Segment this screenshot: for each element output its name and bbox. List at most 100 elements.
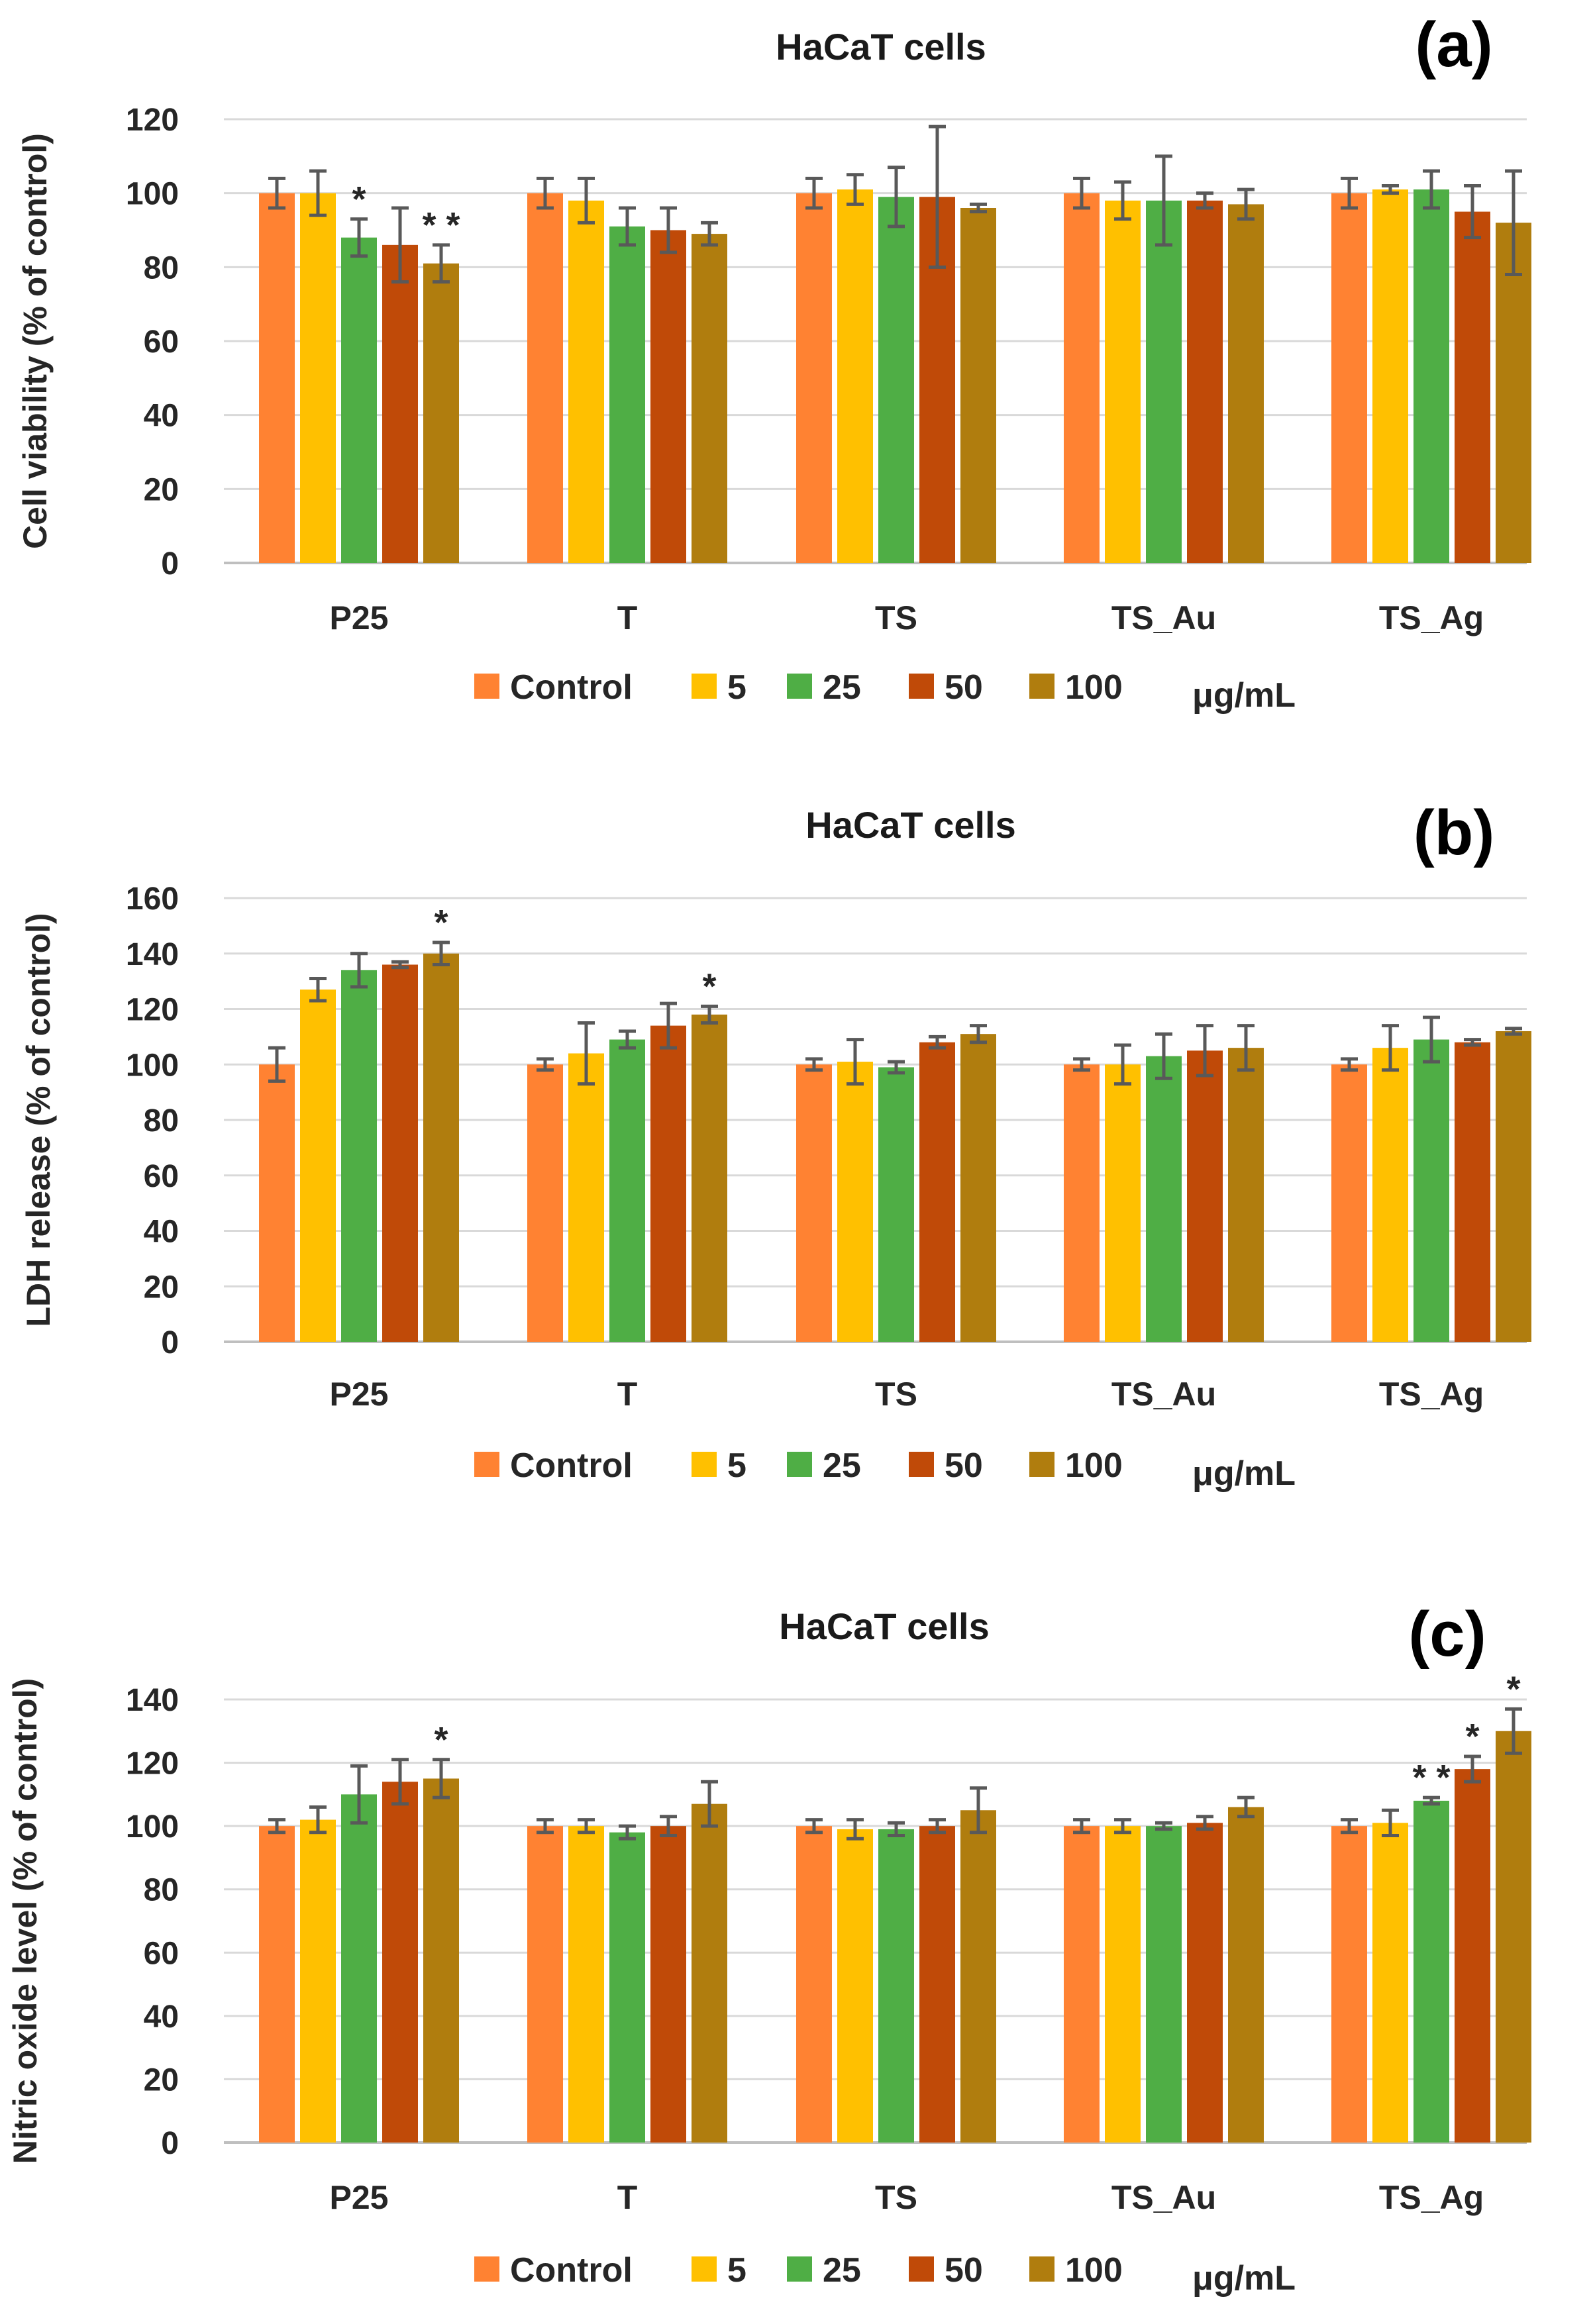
legend-swatch [1029, 1452, 1054, 1477]
legend-swatch [909, 2256, 934, 2282]
category-label: T [617, 2179, 638, 2216]
chart-panel-c: HaCaT cells (c) 0 20 40 60 80 100 120 140 Nitric o… [7, 1599, 1531, 2298]
bar [692, 1014, 727, 1342]
significance-marker: * [1506, 1669, 1520, 1709]
y-tick-label: 0 [161, 1325, 179, 1360]
bar [878, 197, 914, 563]
y-tick-label: 0 [161, 2126, 179, 2161]
bar [692, 1803, 727, 2143]
bar [1496, 223, 1531, 563]
category-label: TS_Au [1111, 2179, 1216, 2216]
bar [1105, 1064, 1141, 1342]
bar [1187, 1823, 1223, 2143]
legend-swatch [692, 2256, 717, 2282]
bar [609, 226, 645, 563]
y-tick-label: 40 [144, 399, 179, 434]
bar [341, 970, 377, 1342]
bar [300, 193, 336, 564]
legend-unit: μg/mL [1192, 1454, 1296, 1493]
y-tick-label: 60 [144, 1936, 179, 1971]
bar [1064, 1826, 1100, 2143]
bar [1228, 204, 1264, 564]
bar [650, 1025, 686, 1342]
legend-label: 50 [945, 1446, 983, 1485]
bar [837, 189, 873, 563]
category-label: T [617, 1376, 638, 1413]
y-tick-label: 0 [161, 546, 179, 581]
y-tick-label: 100 [126, 1048, 179, 1083]
chart-title: HaCaT cells [779, 1605, 990, 1647]
bar [960, 1034, 996, 1342]
category-label: TS [875, 599, 917, 636]
legend-label: Control [510, 668, 633, 707]
legend-swatch [692, 1452, 717, 1477]
bar [796, 1826, 832, 2143]
bar [1187, 200, 1223, 563]
y-tick-label: 120 [126, 1746, 179, 1782]
legend-swatch [692, 674, 717, 699]
y-tick-label: 100 [126, 177, 179, 212]
category-label: TS_Au [1111, 599, 1216, 636]
bar [692, 234, 727, 563]
bar [837, 1062, 873, 1342]
bar [423, 263, 459, 563]
y-tick-label: 40 [144, 1999, 179, 2035]
bar [382, 1782, 418, 2143]
category-label: TS_Ag [1379, 1376, 1484, 1413]
significance-marker: * [1465, 1717, 1479, 1756]
legend: Control 5 25 50 100 μg/mL [474, 1446, 1296, 1493]
bar [527, 1064, 563, 1342]
bar [1455, 211, 1490, 563]
category-label: P25 [330, 599, 389, 636]
legend-swatch [787, 1452, 812, 1477]
bar [1372, 1048, 1408, 1342]
bar [878, 1067, 914, 1342]
y-tick-label: 60 [144, 325, 179, 360]
category-label: TS [875, 2179, 917, 2216]
bar [1105, 1826, 1141, 2143]
bar [527, 1826, 563, 2143]
y-tick-label: 20 [144, 472, 179, 507]
bar [1331, 1064, 1367, 1342]
category-label: TS_Ag [1379, 599, 1484, 636]
y-axis-title: Cell viability (% of control) [17, 133, 54, 549]
bar [1372, 1823, 1408, 2143]
bar [1455, 1042, 1490, 1342]
chart-panel-b: HaCaT cells (b) 0 20 40 60 80 100 120 140 160 LDH r… [20, 797, 1531, 1493]
bar [423, 1778, 459, 2143]
bar [300, 1819, 336, 2143]
significance-marker: * [434, 1720, 448, 1760]
panel-label: (b) [1413, 797, 1495, 868]
category-label: T [617, 599, 638, 636]
legend-swatch [474, 1452, 499, 1477]
bar [1146, 1826, 1182, 2143]
chart-panel-a: HaCaT cells (a) 0 20 40 60 80 100 120 Cell viabil… [17, 9, 1531, 715]
bar [1105, 200, 1141, 563]
legend: Control 5 25 50 100 μg/mL [474, 2251, 1296, 2298]
bar [568, 1053, 604, 1342]
bar [1064, 193, 1100, 564]
bar [878, 1829, 914, 2143]
bar [1372, 189, 1408, 563]
bar [919, 1042, 955, 1342]
significance-marker: * [702, 966, 716, 1006]
bar [960, 1810, 996, 2143]
bar [341, 1794, 377, 2143]
legend-swatch [787, 674, 812, 699]
y-tick-label: 20 [144, 2062, 179, 2097]
legend-label: 100 [1065, 2251, 1123, 2290]
bar [1331, 193, 1367, 564]
legend-label: 50 [945, 2251, 983, 2290]
bar [609, 1832, 645, 2143]
significance-marker: * [434, 903, 448, 942]
chart-title: HaCaT cells [805, 804, 1016, 846]
legend-label: 25 [823, 1446, 861, 1485]
y-tick-label: 80 [144, 1873, 179, 1908]
bar [1455, 1769, 1490, 2143]
legend-label: Control [510, 2251, 633, 2290]
legend-label: 5 [727, 668, 746, 707]
panel-label: (c) [1408, 1599, 1486, 1670]
bar [919, 1826, 955, 2143]
bar [382, 244, 418, 563]
